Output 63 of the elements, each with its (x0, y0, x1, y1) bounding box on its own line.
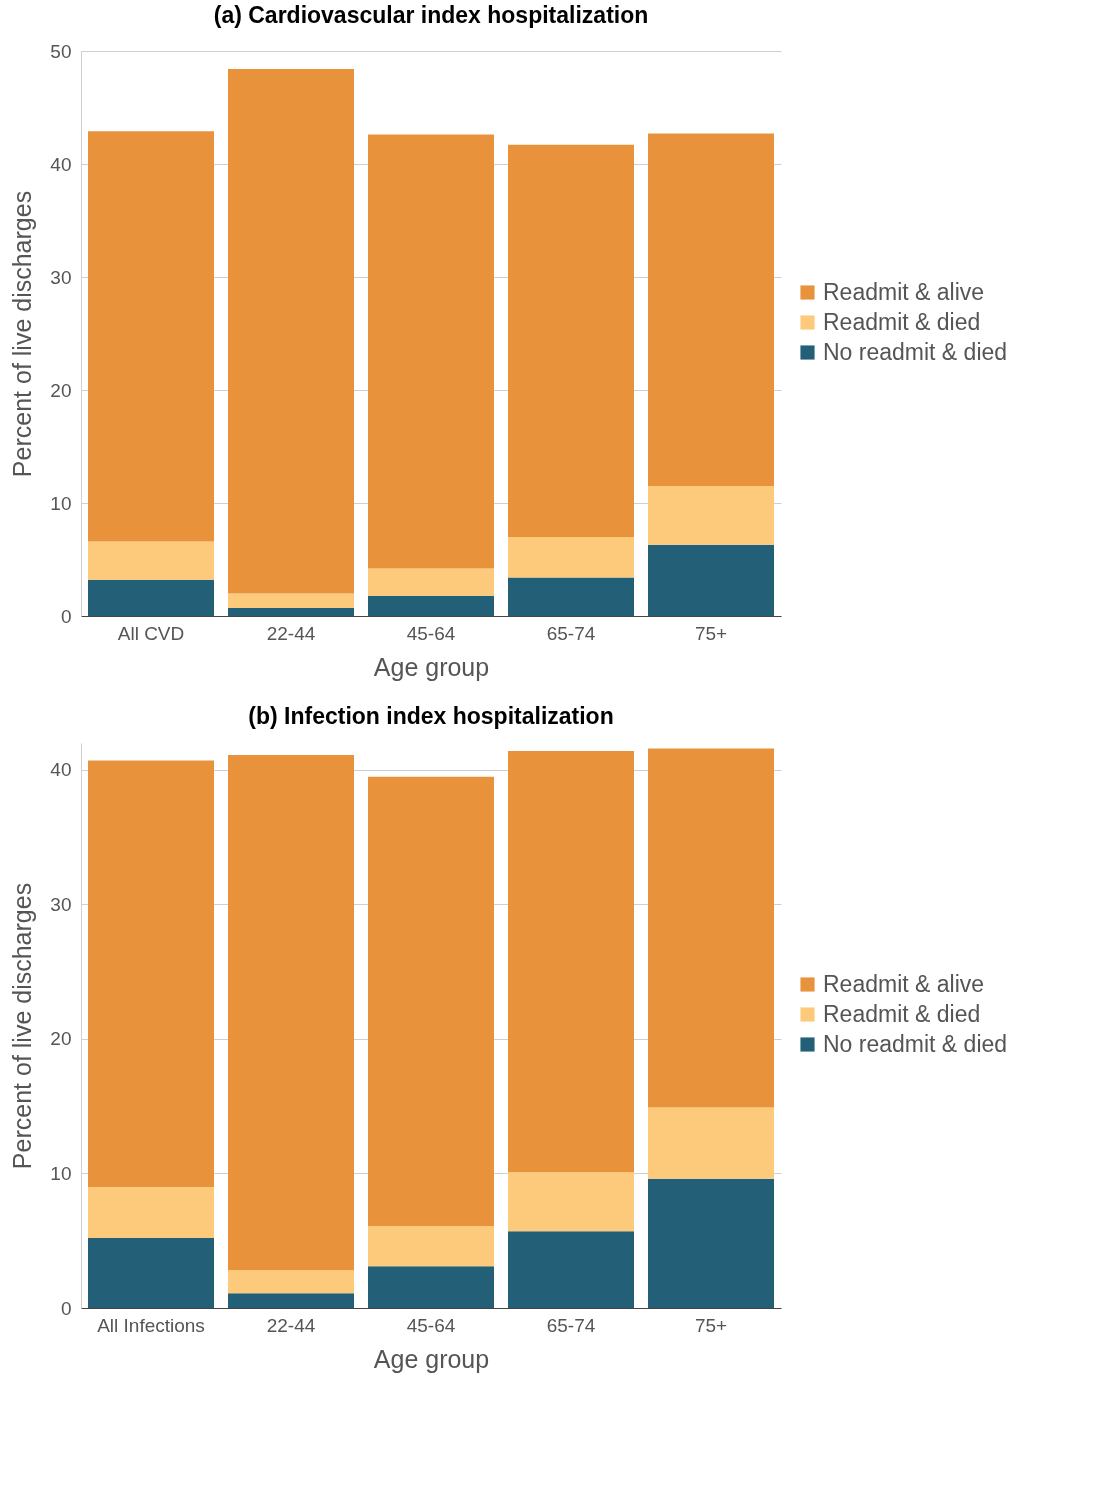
bar (228, 1270, 354, 1294)
bar (508, 144, 634, 537)
x-tick-label: 75+ (694, 622, 728, 644)
bar (368, 595, 494, 616)
legend-label: Readmit & died (823, 308, 981, 335)
x-tick-label: 45-64 (406, 1314, 456, 1336)
x-tick-label: All Infections (97, 1314, 205, 1336)
bar (88, 1186, 214, 1239)
bar (508, 1172, 634, 1232)
chart-title: (a) Cardiovascular index hospitalization (213, 2, 649, 28)
y-tick-label: 30 (50, 266, 72, 288)
y-tick-label: 40 (50, 759, 72, 781)
y-tick-label: 0 (60, 605, 72, 627)
bar (228, 593, 354, 609)
y-axis-title: Percent of live discharges (8, 190, 37, 478)
bar (508, 536, 634, 578)
legend-label: Readmit & alive (823, 970, 985, 997)
bar (648, 1107, 774, 1179)
bar (368, 776, 494, 1226)
bar (648, 748, 774, 1108)
x-tick-label: 22-44 (266, 622, 316, 644)
x-tick-label: 45-64 (406, 622, 456, 644)
x-tick-label: 75+ (694, 1314, 728, 1336)
x-axis-title: Age group (373, 1344, 490, 1373)
bar (228, 69, 354, 594)
bar (88, 1238, 214, 1308)
bar (648, 133, 774, 487)
bar (508, 577, 634, 616)
x-axis-title: Age group (373, 652, 490, 681)
legend-label: No readmit & died (823, 338, 1008, 365)
y-tick-label: 50 (50, 40, 72, 62)
bar (88, 579, 214, 616)
bar (368, 568, 494, 596)
bar (88, 131, 214, 542)
bar (228, 608, 354, 616)
y-tick-label: 30 (50, 893, 72, 915)
bar (368, 1266, 494, 1308)
bar (228, 755, 354, 1271)
y-tick-label: 0 (60, 1297, 72, 1319)
bar (88, 541, 214, 580)
bar (508, 751, 634, 1173)
x-tick-label: 22-44 (266, 1314, 316, 1336)
chart-title: (b) Infection index hospitalization (248, 703, 614, 729)
y-tick-label: 10 (50, 492, 72, 514)
bar (368, 1225, 494, 1267)
bar (368, 134, 494, 569)
bar (648, 1178, 774, 1308)
bar (228, 1293, 354, 1308)
bar (648, 486, 774, 545)
bar (88, 760, 214, 1187)
y-tick-label: 20 (50, 1028, 72, 1050)
bar (508, 1231, 634, 1308)
legend-label: No readmit & died (823, 1030, 1008, 1057)
x-tick-label: All CVD (117, 622, 185, 644)
bar (648, 544, 774, 616)
y-axis-title: Percent of live discharges (8, 882, 37, 1170)
y-tick-label: 20 (50, 379, 72, 401)
legend-label: Readmit & alive (823, 278, 985, 305)
y-tick-label: 10 (50, 1162, 72, 1184)
x-tick-label: 65-74 (546, 622, 596, 644)
legend-label: Readmit & died (823, 1000, 981, 1027)
x-tick-label: 65-74 (546, 1314, 596, 1336)
y-tick-label: 40 (50, 153, 72, 175)
